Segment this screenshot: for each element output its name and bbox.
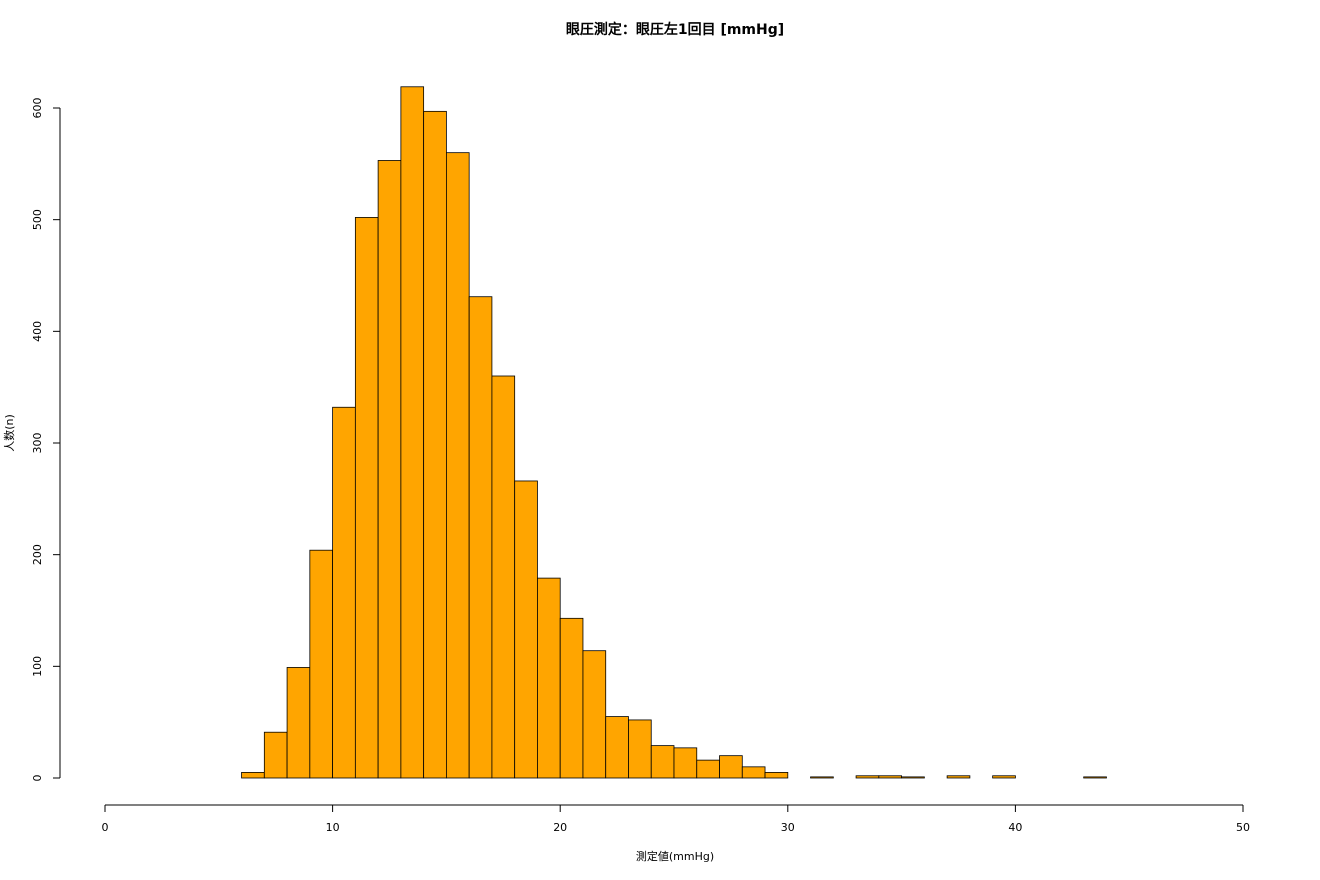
x-tick-label: 40 [1008,821,1022,834]
bar [673,747,698,779]
x-axis-label: 測定値(mmHg) [636,849,714,863]
bar [628,719,652,779]
bar [445,152,470,779]
bar [559,617,584,779]
bar [764,772,789,779]
x-tick-label: 50 [1236,821,1250,834]
bar [241,772,265,779]
bar [537,577,561,779]
bar [992,775,1016,779]
y-tick-label: 400 [31,321,44,342]
x-tick-label: 0 [102,821,109,834]
y-axis-label: 人数(n) [3,414,16,452]
bar [741,766,766,779]
bar [468,296,493,779]
y-tick-label: 300 [31,433,44,454]
y-tick-label: 600 [31,98,44,119]
bar [901,776,925,779]
bar [810,776,834,779]
y-tick-label: 500 [31,209,44,230]
bar [878,775,903,779]
bar [514,480,538,779]
bar [719,755,743,779]
bar [491,375,516,779]
y-tick-label: 0 [31,775,44,782]
bar [696,759,720,779]
bar [332,406,356,779]
bar [605,716,629,779]
bar [855,775,880,779]
chart-title: 眼圧測定：眼圧左1回目 [mmHg] [566,21,784,38]
bar [423,110,447,779]
bar [263,731,288,779]
bar [354,217,379,779]
y-tick-label: 200 [31,544,44,565]
bar [377,160,402,779]
bar [400,86,425,779]
bar [1083,776,1107,779]
bar [582,650,607,779]
bar [946,775,971,779]
bar [309,549,333,779]
y-tick-label: 100 [31,656,44,677]
bar [650,745,675,779]
x-tick-label: 10 [326,821,340,834]
bar [286,667,311,779]
x-tick-label: 20 [553,821,567,834]
x-tick-label: 30 [781,821,795,834]
